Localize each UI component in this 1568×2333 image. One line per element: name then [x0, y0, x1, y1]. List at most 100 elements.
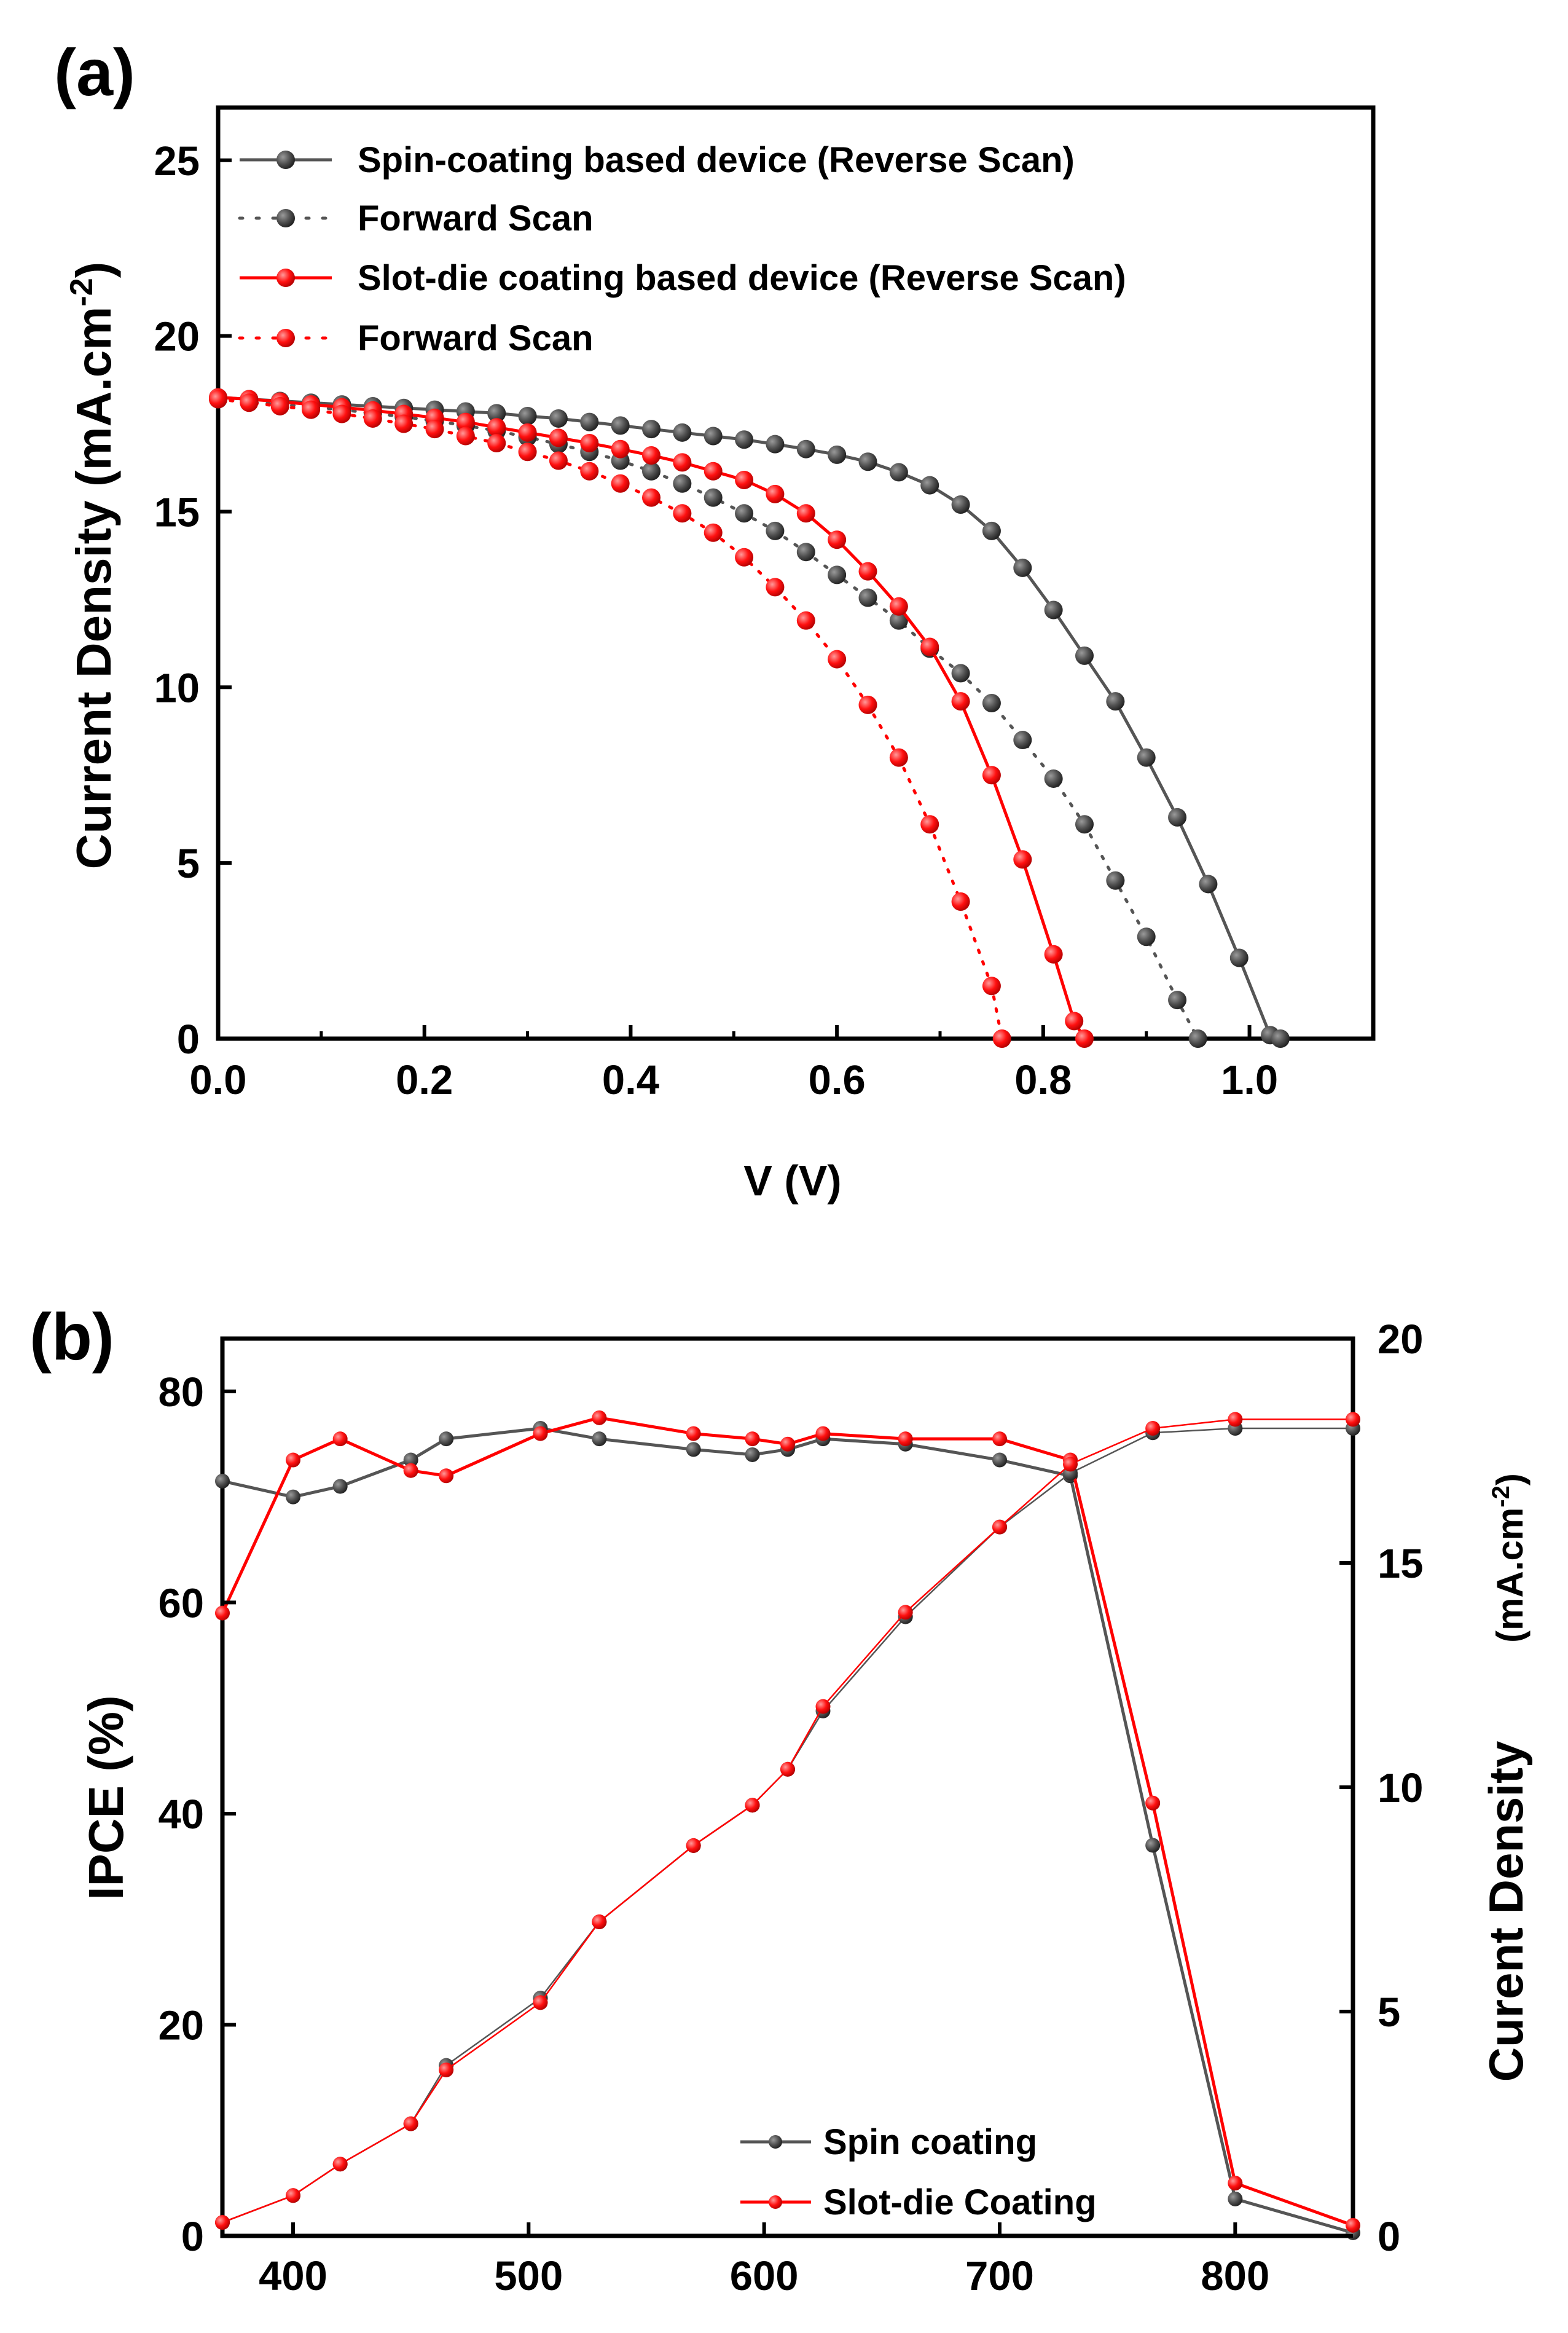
- panel-a-data-point: [796, 611, 815, 630]
- panel-a-data-point: [456, 427, 475, 446]
- panel-b-data-point: [215, 1473, 230, 1489]
- panel-b-series-line: [222, 1418, 1353, 2224]
- panel-b-x-tick-label: 500: [494, 2253, 563, 2299]
- panel-a-data-point: [1271, 1029, 1290, 1048]
- panel-b-data-point: [215, 1605, 230, 1621]
- panel-a-data-point: [704, 523, 723, 542]
- panel-a-y-axis-label-main: Current Density (mA.cm: [66, 307, 121, 870]
- panel-b-right-y-tick-label: 20: [1378, 1316, 1424, 1363]
- panel-b-data-point: [745, 1798, 760, 1813]
- panel-a-data-point: [889, 611, 908, 630]
- panel-a-data-point: [642, 462, 661, 481]
- panel-b-data-point: [533, 1426, 548, 1441]
- panel-a-data-point: [858, 695, 877, 714]
- panel-a-ticks: 0.0 0.2 0.4 0.6 0.8 1.0 0 5 10 15 20 25: [154, 138, 1278, 1103]
- panel-a-data-point: [1075, 815, 1094, 834]
- legend-item-spin-reverse: Spin-coating based device (Reverse Scan): [240, 140, 1075, 180]
- legend-item-slot-die-coating: Slot-die Coating: [740, 2182, 1097, 2222]
- panel-a-data-point: [580, 412, 599, 431]
- panel-a-data-point: [456, 412, 475, 431]
- panel-b-data-point: [898, 1431, 913, 1447]
- panel-b-data-point: [1145, 1795, 1161, 1811]
- panel-b-data-point: [332, 2157, 348, 2172]
- panel-a-data-point: [240, 393, 259, 412]
- panel-a-data-point: [704, 488, 723, 507]
- panel-a-data-point: [1013, 731, 1032, 750]
- panel-a-data-point: [951, 692, 970, 711]
- panel-a-data-point: [766, 484, 785, 503]
- panel-a-x-axis-label: V (V): [743, 1157, 841, 1205]
- panel-a-data-point: [673, 474, 692, 493]
- panel-a-data-point: [611, 439, 630, 458]
- legend-item-slot-forward: Forward Scan: [238, 318, 594, 358]
- panel-b-right-y-tick-label: 5: [1378, 1989, 1400, 2036]
- panel-a-data-point: [1106, 871, 1125, 890]
- panel-b-left-y-tick-label: 60: [158, 1580, 204, 1626]
- panel-a-data-point: [766, 578, 785, 597]
- panel-a-data-point: [1065, 1012, 1084, 1031]
- panel-a-data-point: [951, 664, 970, 683]
- legend-marker-slot-reverse: [276, 269, 295, 287]
- panel-a-data-point: [704, 427, 723, 446]
- panel-b-left-y-tick-label: 20: [158, 2002, 204, 2048]
- panel-a-data-point: [518, 443, 537, 462]
- legend-item-spin-forward: Forward Scan: [238, 199, 594, 238]
- panel-a-data-point: [642, 488, 661, 507]
- panel-a-data-point: [982, 521, 1001, 540]
- panel-a-data-point: [796, 439, 815, 458]
- panel-a-data-point: [796, 504, 815, 523]
- panel-b-data-point: [1063, 1457, 1078, 1472]
- panel-a-data-point: [889, 748, 908, 767]
- panel-a-data-point: [1013, 558, 1032, 577]
- panel-a-y-tick-label: 0: [177, 1017, 200, 1063]
- panel-b-data-point: [592, 1431, 607, 1447]
- panel-a-data-point: [1013, 850, 1032, 869]
- panel-a-data-point: [735, 430, 754, 449]
- panel-a-data-point: [580, 462, 599, 481]
- panel-b-series-line: [222, 1426, 1354, 2235]
- panel-b-data-point: [686, 1838, 701, 1853]
- panel-a-data-point: [920, 476, 939, 495]
- panel-b-data-point: [215, 2215, 230, 2230]
- panel-a-series-2: [209, 388, 1094, 1048]
- panel-a-data-point: [889, 597, 908, 616]
- panel-b-data-point: [403, 2116, 418, 2131]
- legend-label-slot-die-coating: Slot-die Coating: [823, 2182, 1097, 2222]
- panel-a-data-point: [982, 694, 1001, 713]
- panel-a-data-point: [363, 409, 382, 428]
- panel-a-y-tick-label: 5: [177, 841, 200, 887]
- panel-b-data-point: [686, 1442, 701, 1457]
- panel-a-data-point: [1137, 748, 1156, 767]
- panel-a-data-point: [487, 433, 506, 452]
- panel-b-data-point: [286, 2188, 300, 2203]
- panel-b-data-point: [992, 1519, 1007, 1535]
- panel-a-x-tick-label: 0.0: [189, 1057, 246, 1103]
- panel-a-legend: Spin-coating based device (Reverse Scan)…: [238, 140, 1126, 358]
- panel-b-data-point: [780, 1761, 795, 1777]
- panel-a-data-point: [1106, 692, 1125, 711]
- panel-b-data-point: [1228, 2191, 1243, 2206]
- panel-a-data-point: [735, 504, 754, 523]
- legend-label-spin-forward: Forward Scan: [358, 199, 594, 238]
- panel-a-y-axis-label: Current Density (mA.cm-2): [64, 262, 121, 870]
- panel-a-data-point: [487, 404, 506, 423]
- panel-b-data-point: [898, 1605, 913, 1620]
- panel-a-series: [209, 388, 1290, 1048]
- panel-b-right-y-axis-unit: (mA.cm-2): [1488, 1473, 1531, 1643]
- panel-b-data-point: [992, 1452, 1007, 1468]
- panel-a-data-point: [1075, 646, 1094, 665]
- panel-a-data-point: [1075, 1029, 1094, 1048]
- panel-a-data-point: [673, 504, 692, 523]
- panel-a-data-point: [642, 420, 661, 439]
- panel-a-x-tick-label: 0.8: [1014, 1057, 1072, 1103]
- legend-marker-spin-reverse: [276, 151, 295, 169]
- panel-a-y-axis-label-sup: -2: [64, 278, 100, 306]
- panel-b-data-point: [1145, 1838, 1161, 1853]
- panel-a-data-point: [1044, 945, 1063, 964]
- panel-a-data-point: [1137, 927, 1156, 946]
- panel-a-data-point: [992, 1029, 1011, 1048]
- panel-b-data-point: [1228, 2176, 1243, 2191]
- panel-b-right-y-tick-label: 10: [1378, 1765, 1424, 1811]
- panel-b-series-2: [215, 1421, 1360, 2230]
- panel-a-data-point: [735, 548, 754, 567]
